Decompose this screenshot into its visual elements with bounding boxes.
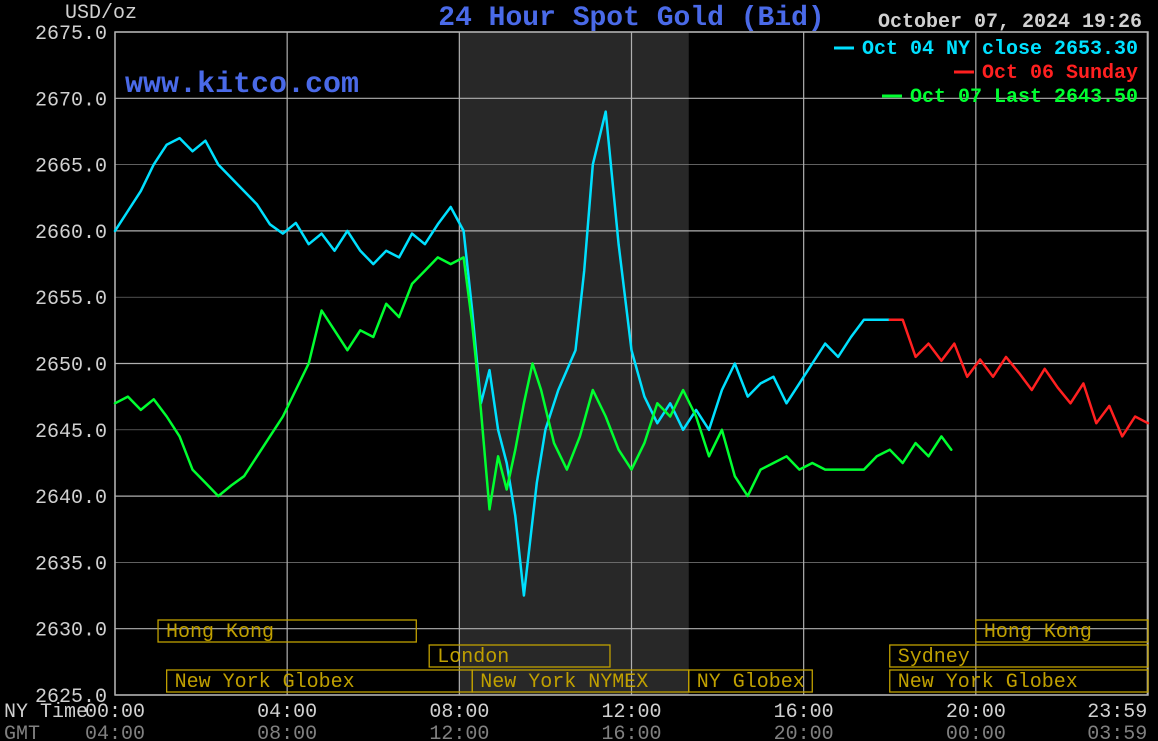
x-tick-label-nytime: 16:00 <box>774 701 834 724</box>
session-label: Hong Kong <box>984 621 1092 644</box>
y-tick-label: 2670.0 <box>35 89 107 112</box>
x-tick-label-nytime: 00:00 <box>85 701 145 724</box>
x-tick-label-gmt: 03:59 <box>1087 723 1147 741</box>
x-tick-label-nytime: 20:00 <box>946 701 1006 724</box>
gold-spot-chart: 2625.02630.02635.02640.02645.02650.02655… <box>0 0 1158 741</box>
x-tick-label-nytime: 12:00 <box>601 701 661 724</box>
session-label: New York Globex <box>898 671 1078 694</box>
x-tick-label-nytime: 23:59 <box>1087 701 1147 724</box>
x-tick-label-gmt: 08:00 <box>257 723 317 741</box>
kitco-watermark: www.kitco.com <box>125 68 359 102</box>
y-tick-label: 2630.0 <box>35 620 107 643</box>
y-axis-unit-label: USD/oz <box>65 2 137 25</box>
session-label: New York Globex <box>175 671 355 694</box>
y-tick-label: 2635.0 <box>35 553 107 576</box>
y-tick-label: 2660.0 <box>35 222 107 245</box>
y-tick-label: 2655.0 <box>35 288 107 311</box>
y-tick-label: 2665.0 <box>35 156 107 179</box>
y-tick-label: 2645.0 <box>35 421 107 444</box>
y-tick-label: 2675.0 <box>35 23 107 46</box>
x-tick-label-gmt: 04:00 <box>85 723 145 741</box>
y-tick-label: 2640.0 <box>35 487 107 510</box>
x-axis-gmt-label: GMT <box>4 723 40 741</box>
x-tick-label-gmt: 20:00 <box>774 723 834 741</box>
legend-entry: Oct 06 Sunday <box>982 62 1138 85</box>
x-tick-label-gmt: 12:00 <box>429 723 489 741</box>
legend-entry: Oct 07 Last 2643.50 <box>910 86 1138 109</box>
chart-timestamp: October 07, 2024 19:26 <box>878 11 1142 34</box>
y-tick-label: 2650.0 <box>35 355 107 378</box>
x-tick-label-gmt: 16:00 <box>601 723 661 741</box>
x-tick-label-gmt: 00:00 <box>946 723 1006 741</box>
chart-svg: 2625.02630.02635.02640.02645.02650.02655… <box>0 0 1158 741</box>
x-tick-label-nytime: 04:00 <box>257 701 317 724</box>
legend-entry: Oct 04 NY close 2653.30 <box>862 38 1138 61</box>
session-label: London <box>437 646 509 669</box>
session-label: New York NYMEX <box>480 671 648 694</box>
chart-title: 24 Hour Spot Gold (Bid) <box>438 3 824 34</box>
session-label: Sydney <box>898 646 970 669</box>
x-tick-label-nytime: 08:00 <box>429 701 489 724</box>
session-label: NY Globex <box>697 671 805 694</box>
x-axis-nytime-label: NY Time <box>4 701 88 724</box>
session-label: Hong Kong <box>166 621 274 644</box>
